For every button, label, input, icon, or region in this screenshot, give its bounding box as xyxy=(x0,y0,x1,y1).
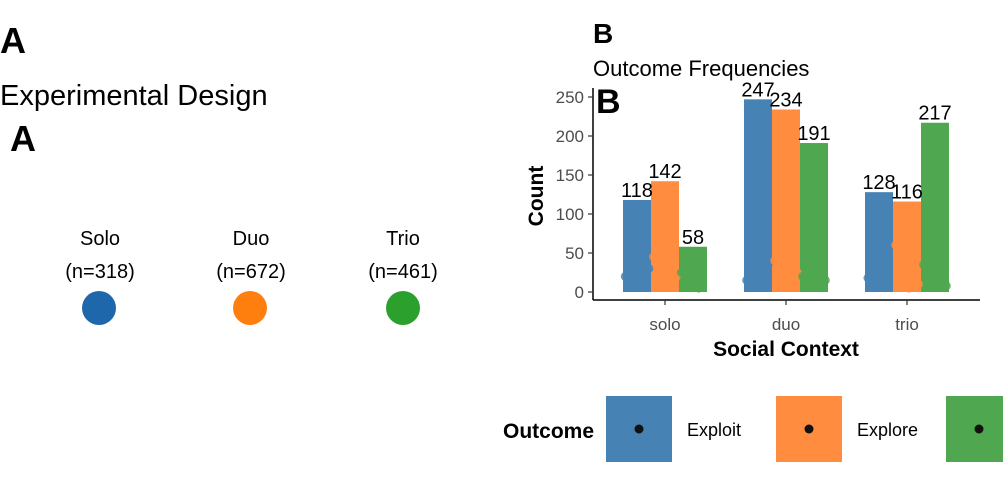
condition-duo-dot xyxy=(233,291,267,325)
condition-duo: Duo (n=672) xyxy=(191,228,311,284)
data-point xyxy=(904,283,914,293)
data-point xyxy=(694,283,704,293)
data-point xyxy=(820,275,830,285)
legend-key-dot xyxy=(974,424,984,434)
data-label: 247 xyxy=(741,79,774,101)
data-point xyxy=(871,268,881,277)
condition-solo-name: Solo xyxy=(79,228,121,250)
panel-a-letter-inner: A xyxy=(10,118,36,159)
data-point xyxy=(900,232,910,242)
data-point xyxy=(941,281,951,291)
data-point xyxy=(891,240,901,250)
data-label: 58 xyxy=(682,227,704,249)
y-tick-label: 150 xyxy=(556,166,584,185)
panel-b-letter-inner: B xyxy=(596,83,621,121)
data-label: 217 xyxy=(918,103,951,125)
data-point xyxy=(925,229,935,238)
data-label: 234 xyxy=(769,89,802,111)
data-point xyxy=(913,279,923,289)
y-tick-label: 200 xyxy=(556,127,584,146)
data-point xyxy=(907,252,917,262)
legend-title: Outcome xyxy=(503,420,594,443)
data-point xyxy=(897,248,907,258)
data-label: 142 xyxy=(648,161,681,183)
data-label: 191 xyxy=(797,123,830,145)
data-point xyxy=(697,265,707,275)
data-point xyxy=(879,275,889,285)
data-point xyxy=(776,260,786,270)
x-tick-label-duo: duo xyxy=(772,315,800,334)
panel-b-letter-outer: B xyxy=(593,18,614,49)
data-point xyxy=(755,273,765,283)
panel-a-title: Experimental Design xyxy=(0,80,268,112)
condition-duo-n: (n=672) xyxy=(216,261,286,283)
data-point xyxy=(932,265,942,275)
data-point xyxy=(635,275,645,285)
condition-trio-name: Trio xyxy=(386,228,420,250)
condition-solo-dot xyxy=(82,291,116,325)
data-point xyxy=(625,260,635,270)
data-point xyxy=(620,271,630,281)
data-point xyxy=(783,246,793,256)
legend-key-dot xyxy=(634,424,644,434)
legend-label-exploit: Exploit xyxy=(687,420,741,440)
x-tick-label-trio: trio xyxy=(895,315,919,334)
condition-trio-dot xyxy=(386,291,420,325)
data-point xyxy=(770,256,780,266)
data-point xyxy=(811,270,821,280)
data-point xyxy=(665,264,675,274)
data-point xyxy=(655,256,665,266)
legend-label-explore: Explore xyxy=(857,420,918,440)
data-point xyxy=(928,256,938,266)
y-tick-label: 250 xyxy=(556,88,584,107)
data-point xyxy=(644,264,654,274)
data-point xyxy=(804,273,814,283)
data-point xyxy=(814,279,824,289)
data-point xyxy=(685,264,695,274)
data-label: 118 xyxy=(621,180,653,202)
chart-title: Outcome Frequencies xyxy=(593,56,810,81)
legend-key-dot xyxy=(804,424,814,434)
data-label: 128 xyxy=(862,172,895,194)
condition-solo: Solo (n=318) xyxy=(40,228,160,284)
x-tick-label-solo: solo xyxy=(649,315,680,334)
condition-trio: Trio (n=461) xyxy=(343,228,463,284)
data-point xyxy=(919,260,929,270)
data-point xyxy=(748,264,758,274)
condition-trio-n: (n=461) xyxy=(368,261,438,283)
y-tick-label: 100 xyxy=(556,205,584,224)
condition-solo-n: (n=318) xyxy=(65,261,135,283)
y-tick-label: 50 xyxy=(565,244,584,263)
y-tick-label: 0 xyxy=(575,283,584,302)
data-label: 116 xyxy=(891,182,923,204)
bar-series2-duo xyxy=(800,143,828,292)
data-point xyxy=(688,275,698,285)
data-point xyxy=(863,273,873,283)
data-point xyxy=(649,252,659,262)
x-axis-title: Social Context xyxy=(713,338,859,361)
data-point xyxy=(662,248,672,258)
data-point xyxy=(742,275,752,285)
condition-duo-name: Duo xyxy=(232,228,270,250)
panel-a-letter-outer: A xyxy=(0,20,26,61)
y-axis-title: Count xyxy=(525,166,548,227)
